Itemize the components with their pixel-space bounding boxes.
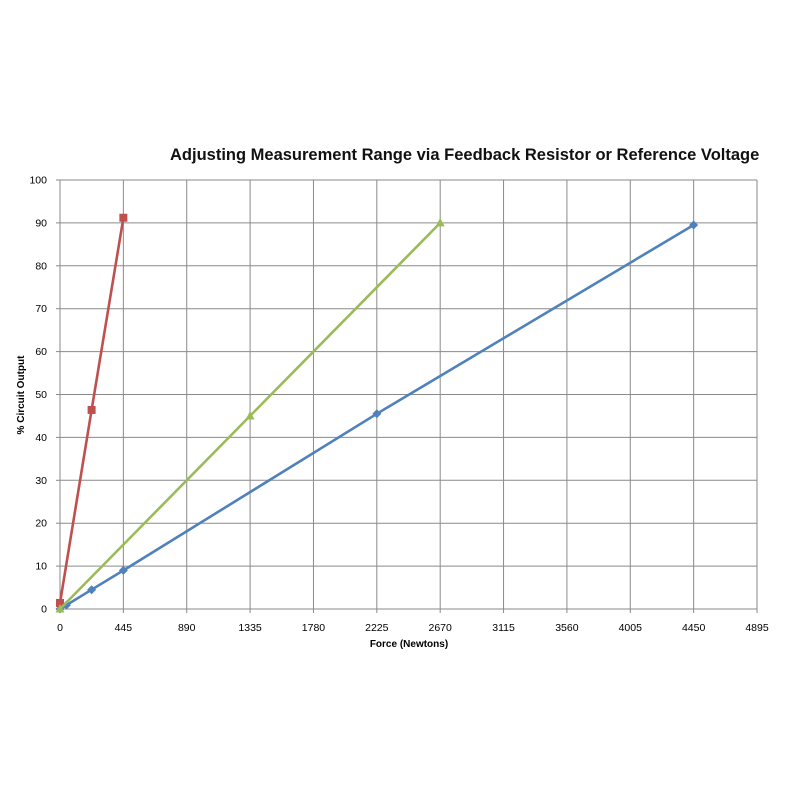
x-tick-label: 2225: [365, 622, 389, 634]
x-tick-label: 4450: [682, 622, 706, 634]
y-tick-label: 40: [35, 432, 47, 444]
x-tick-labels: 0 445 890 1335 1780 2225 2670 3115 3560 4005 4450 4…: [57, 622, 769, 634]
y-tick-labels: 0 10 20 30 40 50 60 70 80 90 100: [29, 175, 47, 616]
data-point: [372, 409, 382, 419]
series-2: [56, 213, 128, 607]
x-tick-label: 4005: [619, 622, 643, 634]
x-tick-label: 1780: [302, 622, 326, 634]
y-tick-label: 60: [35, 346, 47, 358]
data-point: [55, 604, 65, 613]
y-tick-label: 100: [29, 175, 47, 187]
data-point: [435, 217, 445, 227]
x-tick-label: 3115: [492, 622, 515, 634]
grid-lines: [60, 179, 758, 609]
data-point: [245, 410, 255, 420]
data-point: [118, 565, 128, 575]
x-tick-label: 3560: [555, 622, 579, 634]
y-tick-label: 20: [35, 518, 47, 530]
data-point: [689, 220, 699, 230]
y-tick-label: 90: [35, 217, 47, 229]
y-tick-label: 80: [35, 260, 47, 272]
x-tick-label: 1335: [238, 622, 262, 634]
data-point: [56, 598, 64, 607]
x-tick-label: 4895: [745, 622, 769, 634]
x-axis-label: Force (Newtons): [370, 639, 448, 650]
y-axis-label: % Circuit Output: [16, 355, 27, 435]
y-tick-label: 50: [35, 389, 47, 401]
x-tick-label: 890: [178, 622, 196, 634]
x-tick-label: 0: [57, 622, 63, 634]
y-tick-label: 0: [41, 604, 47, 616]
y-tick-label: 30: [35, 475, 47, 487]
chart-title: Adjusting Measurement Range via Feedback…: [170, 146, 760, 164]
series: [55, 213, 699, 614]
data-point: [119, 213, 128, 222]
data-point: [87, 585, 97, 595]
y-tick-label: 70: [35, 303, 47, 315]
data-point: [87, 405, 96, 414]
x-tick-label: 445: [115, 622, 133, 634]
x-tick-label: 2670: [429, 622, 453, 634]
y-tick-label: 10: [35, 561, 47, 573]
series-3: [55, 217, 445, 613]
data-point: [61, 600, 71, 610]
